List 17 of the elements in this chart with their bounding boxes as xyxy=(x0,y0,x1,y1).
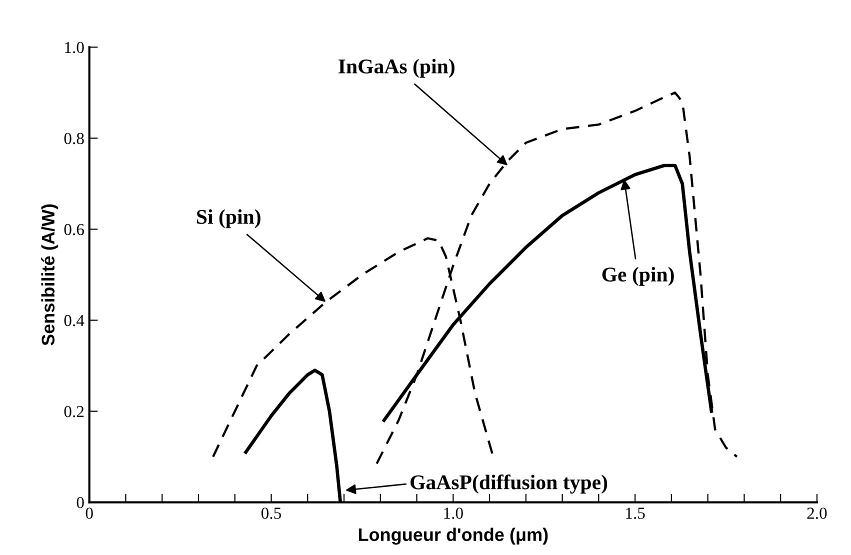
x-tick-label: 1.5 xyxy=(626,508,645,519)
x-tick-label: 0.5 xyxy=(261,508,282,519)
y-tick-label: 0.4 xyxy=(64,314,84,326)
x-tick-label: 2.0 xyxy=(807,508,827,519)
x-tick-label: 0 xyxy=(86,508,93,519)
x-tick-label: 1.0 xyxy=(444,508,463,519)
y-tick-label: 0.8 xyxy=(64,132,84,144)
annotation: GaAsP(diffusion type) xyxy=(410,474,608,494)
y-tick-label: 0.2 xyxy=(64,406,84,418)
y-tick-label: 0 xyxy=(76,496,84,508)
annotation: Si (pin) xyxy=(197,209,260,228)
y-axis-title: Sensibilité (A/W) xyxy=(41,204,58,346)
annotation: Ge (pin) xyxy=(602,266,674,286)
x-axis-title: Longueur d'onde (μm) xyxy=(358,528,548,545)
y-tick-label: 1.0 xyxy=(65,42,84,54)
annotation: InGaAs (pin) xyxy=(338,58,454,78)
y-tick-label: 0.6 xyxy=(64,224,84,236)
